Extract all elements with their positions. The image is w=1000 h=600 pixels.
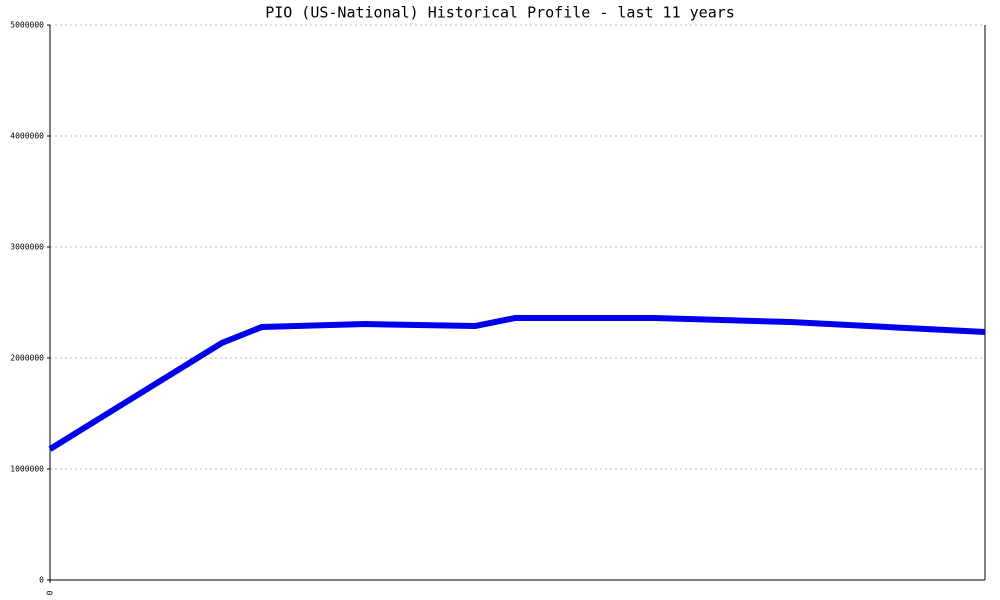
y-tick-label: 0 bbox=[39, 576, 44, 585]
y-tick-label: 5000000 bbox=[10, 21, 44, 30]
chart-title: PIO (US-National) Historical Profile - l… bbox=[265, 4, 735, 22]
x-tick-label: 0 bbox=[46, 590, 55, 595]
y-tick-label: 3000000 bbox=[10, 243, 44, 252]
data-line bbox=[48, 315, 986, 452]
y-tick-label: 2000000 bbox=[10, 354, 44, 363]
y-tick-label: 1000000 bbox=[10, 465, 44, 474]
y-tick-label: 4000000 bbox=[10, 132, 44, 141]
